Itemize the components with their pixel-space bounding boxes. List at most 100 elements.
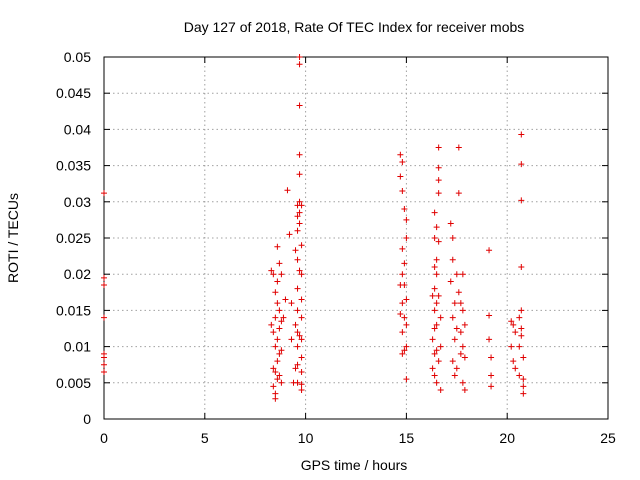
data-point [518, 197, 525, 204]
data-point [459, 343, 466, 350]
data-point [268, 321, 275, 328]
y-tick-label: 0.025 [56, 230, 91, 246]
y-tick-label: 0.04 [64, 121, 91, 137]
data-point [488, 383, 495, 390]
axis-ticks [103, 56, 609, 420]
data-point [455, 190, 462, 197]
data-point [401, 314, 408, 321]
data-point [437, 314, 444, 321]
data-point [288, 336, 295, 343]
data-point [278, 271, 285, 278]
data-point [435, 238, 442, 245]
data-point [461, 354, 468, 361]
data-point [520, 354, 527, 361]
data-point [272, 395, 279, 402]
data-point [294, 361, 301, 368]
data-point [101, 274, 107, 281]
y-tick-label: 0.005 [56, 375, 91, 391]
data-point [457, 350, 464, 357]
data-point [429, 365, 436, 372]
data-point [433, 379, 440, 386]
data-point [294, 329, 301, 336]
x-tick-label: 25 [600, 430, 616, 446]
data-point [288, 300, 295, 307]
data-point [518, 263, 525, 270]
data-point [403, 321, 410, 328]
data-point [488, 372, 495, 379]
data-point [399, 329, 406, 336]
data-point [284, 187, 291, 194]
data-point [298, 271, 305, 278]
data-point [276, 372, 283, 379]
data-point [453, 271, 460, 278]
data-point [399, 245, 406, 252]
y-axis-label: ROTI / TECUs [5, 193, 21, 283]
data-point [437, 387, 444, 394]
data-point [401, 282, 408, 289]
data-point [459, 307, 466, 314]
chart-title: Day 127 of 2018, Rate Of TEC Index for r… [184, 19, 525, 35]
data-point [449, 314, 456, 321]
data-point [298, 314, 305, 321]
data-point [520, 383, 527, 390]
y-tick-label: 0.01 [64, 339, 91, 355]
data-point [272, 368, 279, 375]
data-point [292, 365, 299, 372]
data-point [296, 209, 303, 216]
data-point [451, 336, 458, 343]
data-point [457, 329, 464, 336]
data-point [399, 300, 406, 307]
data-point [298, 381, 305, 388]
data-point [296, 220, 303, 227]
data-point [278, 318, 285, 325]
data-point [292, 321, 299, 328]
data-point [101, 314, 107, 321]
data-point [272, 289, 279, 296]
data-point [270, 383, 277, 390]
data-point [453, 325, 460, 332]
data-point [403, 235, 410, 241]
data-point [433, 300, 440, 307]
data-point [449, 358, 456, 365]
data-point [508, 343, 515, 350]
data-point [296, 151, 303, 158]
data-point [298, 296, 305, 303]
y-tick-label: 0 [83, 411, 91, 427]
data-point [510, 321, 517, 328]
data-point [298, 354, 305, 361]
data-point [449, 235, 456, 241]
data-point [451, 372, 458, 379]
data-point [429, 292, 436, 299]
data-point [435, 177, 442, 184]
data-point [294, 213, 301, 220]
data-point [294, 307, 301, 314]
y-tick-labels: 0 0.005 0.01 0.015 0.02 0.025 0.03 0.035 0.04 0.0… [56, 49, 91, 427]
data-point [298, 202, 305, 209]
data-point [274, 278, 281, 285]
data-point [459, 271, 466, 278]
data-point [268, 267, 275, 274]
data-point [431, 285, 438, 292]
data-point [298, 242, 305, 249]
data-point [461, 387, 468, 394]
x-tick-label: 5 [201, 430, 209, 446]
data-point [298, 368, 305, 375]
data-point [276, 325, 283, 332]
roti-series [101, 54, 527, 402]
data-point [435, 358, 442, 365]
data-point [433, 347, 440, 354]
x-axis-label: GPS time / hours [301, 457, 408, 473]
data-point [272, 314, 279, 321]
data-point [431, 235, 438, 241]
data-point [294, 343, 301, 350]
data-point [512, 329, 519, 336]
x-tick-labels: 0 5 10 15 20 25 [100, 430, 616, 446]
data-point [451, 300, 458, 307]
data-point [294, 227, 301, 234]
data-point [447, 278, 454, 285]
data-point [401, 206, 408, 213]
data-point [270, 365, 277, 372]
y-tick-label: 0.05 [64, 49, 91, 65]
data-point [431, 350, 438, 357]
